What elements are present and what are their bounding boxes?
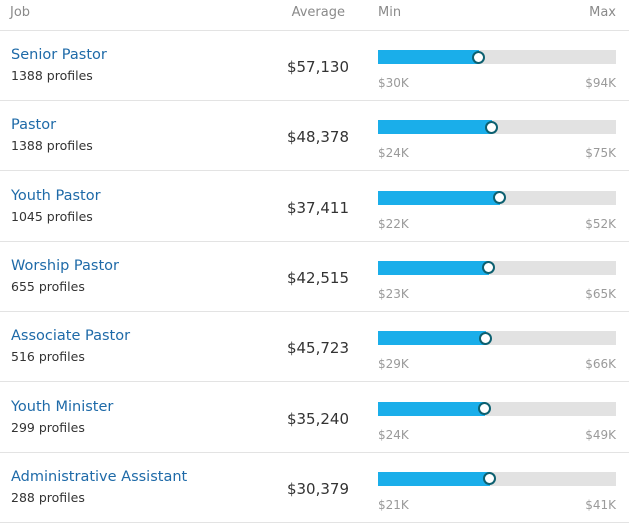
range-fill xyxy=(378,190,501,205)
job-title[interactable]: Youth Pastor xyxy=(11,187,101,204)
profile-count: 1388 profiles xyxy=(11,68,93,83)
range-fill xyxy=(378,50,479,64)
min-label: $21K xyxy=(378,497,409,512)
separator xyxy=(0,170,629,172)
separator xyxy=(0,100,629,101)
average-salary: $30,379 xyxy=(286,479,349,498)
separator xyxy=(0,30,629,31)
min-label: $24K xyxy=(378,427,409,442)
header-max: Max xyxy=(589,5,616,20)
job-title[interactable]: Youth Minister xyxy=(11,398,114,415)
average-marker xyxy=(482,472,496,486)
average-marker xyxy=(493,191,507,205)
min-label: $23K xyxy=(378,286,409,301)
separator xyxy=(0,310,629,312)
average-marker xyxy=(478,402,491,415)
min-label: $30K xyxy=(378,76,409,90)
separator xyxy=(0,451,629,453)
max-label: $75K xyxy=(585,146,616,161)
average-marker xyxy=(481,261,495,275)
profile-count: 655 profiles xyxy=(11,278,85,294)
max-label: $41K xyxy=(585,497,616,512)
profile-count: 516 profiles xyxy=(11,349,85,365)
average-salary: $45,723 xyxy=(286,339,349,358)
min-label: $22K xyxy=(378,216,409,231)
range-fill xyxy=(378,401,485,416)
job-title[interactable]: Pastor xyxy=(11,117,57,134)
average-marker xyxy=(484,120,498,134)
average-marker xyxy=(471,50,485,64)
separator xyxy=(0,521,629,523)
average-salary: $57,130 xyxy=(286,58,349,76)
separator xyxy=(0,381,629,383)
range-fill xyxy=(378,120,492,135)
profile-count: 288 profiles xyxy=(11,489,85,505)
profile-count: 1045 profiles xyxy=(11,208,93,224)
profile-count: 1388 profiles xyxy=(11,138,93,154)
min-label: $24K xyxy=(378,146,409,161)
range-fill xyxy=(378,260,489,275)
min-label: $29K xyxy=(378,357,409,372)
header-job: Job xyxy=(10,5,31,20)
average-salary: $42,515 xyxy=(286,268,349,287)
max-label: $65K xyxy=(585,286,616,301)
max-label: $49K xyxy=(585,427,616,442)
header-average: Average xyxy=(291,5,345,20)
separator xyxy=(0,240,629,242)
job-title[interactable]: Administrative Assistant xyxy=(11,468,188,485)
max-label: $94K xyxy=(585,76,616,90)
average-salary: $37,411 xyxy=(286,198,349,217)
job-title[interactable]: Worship Pastor xyxy=(11,257,119,274)
max-label: $52K xyxy=(585,216,616,231)
average-salary: $48,378 xyxy=(286,128,349,147)
range-fill xyxy=(378,471,490,486)
average-marker xyxy=(478,331,492,345)
job-title[interactable]: Senior Pastor xyxy=(11,47,107,63)
profile-count: 299 profiles xyxy=(11,419,85,435)
max-label: $66K xyxy=(585,357,616,372)
header-min: Min xyxy=(378,5,402,20)
average-salary: $35,240 xyxy=(286,409,349,428)
job-title[interactable]: Associate Pastor xyxy=(11,328,131,345)
range-fill xyxy=(378,331,486,346)
